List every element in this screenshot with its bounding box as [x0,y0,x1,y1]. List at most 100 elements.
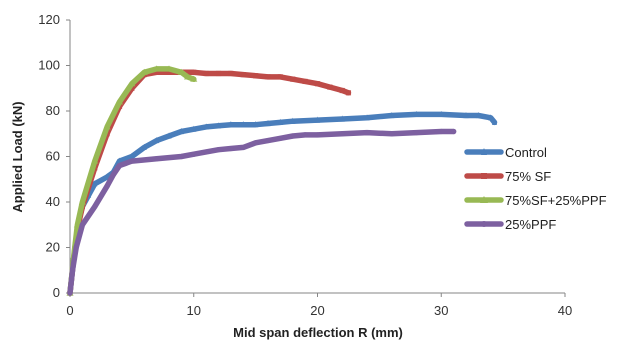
data-point [290,76,296,82]
legend: Control 75% SF 75%SF+25%PPF 25%PPF [464,145,607,232]
x-axis-title: Mid span deflection R (mm) [233,325,403,340]
data-point [389,131,395,137]
data-point [463,111,469,119]
data-point [177,68,185,75]
data-point [277,135,283,141]
legend-label: 75%SF+25%PPF [505,193,607,208]
data-point [78,198,86,205]
x-tick-label: 20 [310,303,324,318]
y-axis-title: Applied Load (kN) [10,101,25,212]
y-tick-label: 120 [38,12,60,27]
series-25-ppf [67,128,457,296]
x-tick-label: 30 [434,303,448,318]
data-point [413,110,420,118]
data-point [302,132,308,138]
data-point [491,118,498,125]
data-point [314,116,321,123]
series-75-sf-25-ppf [66,65,198,296]
data-point [314,81,321,87]
y-tick-label: 80 [46,103,60,118]
data-point [129,152,135,160]
data-point [154,136,160,144]
series-line [67,66,197,296]
series-layer [66,65,498,296]
y-tick-label: 20 [46,240,60,255]
data-point [203,70,209,77]
x-tick-label: 0 [66,303,73,318]
data-point [73,221,82,228]
data-point [178,153,184,160]
data-point [327,84,333,90]
data-point [253,73,259,79]
data-point [265,119,271,127]
data-point [345,90,352,96]
data-point [73,244,79,251]
data-point [69,267,76,273]
y-tick-label: 60 [46,149,60,164]
y-ticks: 0 20 40 60 80 100 120 [38,12,70,300]
y-tick-label: 40 [46,194,60,209]
data-point [364,114,370,121]
series-line [67,111,498,296]
legend-item: 25%PPF [464,217,556,232]
data-point [141,143,147,150]
data-point [413,130,420,136]
data-point [240,121,246,128]
data-point [215,70,222,77]
x-tick-label: 10 [187,303,201,318]
legend-item: 75% SF [464,169,551,184]
data-point [364,130,370,136]
data-point [140,68,148,75]
data-point [314,132,321,138]
data-point [253,121,259,128]
data-point [389,111,395,119]
data-point [277,74,283,80]
data-point [116,163,123,169]
data-point [154,69,160,75]
legend-marker [481,173,487,179]
x-ticks: 0 10 20 30 40 [66,293,572,318]
data-point [116,157,123,164]
data-point [215,122,222,129]
data-point [302,78,308,85]
data-point [265,137,271,144]
data-point [240,144,246,150]
data-point [438,128,444,135]
x-tick-label: 40 [558,303,572,318]
data-point [165,65,173,72]
data-point [191,125,197,132]
data-point [228,145,234,152]
data-point [339,87,345,94]
data-point [115,98,124,105]
data-point [438,110,444,118]
data-point [203,123,209,130]
data-point [129,158,135,164]
data-point [91,157,99,164]
data-point [104,183,110,189]
y-tick-label: 100 [38,58,60,73]
data-point [166,132,172,139]
data-point [191,69,197,75]
data-point [290,117,296,124]
legend-label: 25%PPF [505,217,556,232]
data-point [228,121,234,128]
data-point [451,128,457,135]
data-point [183,73,192,80]
series-line [67,128,457,296]
data-point [215,147,222,153]
axes [69,20,565,294]
data-point [488,114,494,121]
data-point [103,123,111,130]
data-point [79,222,85,228]
legend-label: Control [505,145,547,160]
data-point [92,180,98,187]
data-point [253,140,259,146]
data-point [178,127,184,135]
legend-label: 75% SF [505,169,551,184]
legend-item: Control [464,145,547,160]
data-point [92,203,98,210]
data-point [153,65,161,72]
data-point [475,111,481,119]
data-point [277,118,283,125]
